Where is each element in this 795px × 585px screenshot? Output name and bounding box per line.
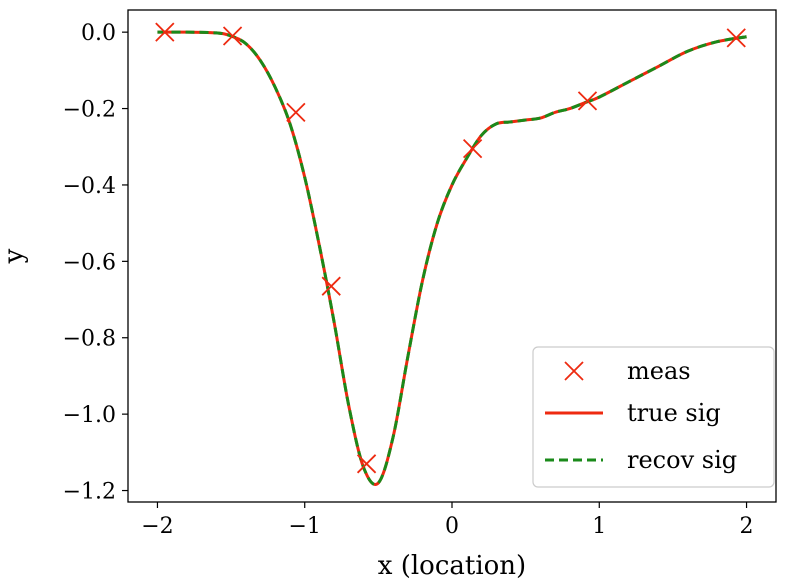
meas-point [321,276,341,296]
x-tick-label: 1 [592,514,606,539]
meas-marker-stroke [286,102,306,123]
y-tick-label: −0.4 [63,174,116,199]
meas-marker-stroke [726,28,746,48]
meas-point [286,102,306,123]
x-tick-label: −1 [289,514,321,539]
meas-point [222,26,243,46]
y-tick-label: 0.0 [81,21,116,46]
x-axis-label: x (location) [378,551,526,581]
y-tick-label: −1.0 [63,403,116,428]
legend-label: recov sig [627,446,737,474]
meas-point [462,139,483,159]
x-tick-label: 0 [445,514,459,539]
y-tick-label: −0.6 [63,250,116,275]
meas-marker-stroke [577,91,598,111]
meas-point [155,22,175,42]
series-line-recov-sig [157,30,747,486]
legend-meas-marker [564,361,584,381]
y-tick-label: −1.2 [63,480,116,505]
y-tick-label: −0.8 [63,327,116,352]
legend-box [532,346,775,488]
y-axis-label: y [0,248,29,264]
legend-label: true sig [627,399,721,427]
meas-point [726,28,746,48]
meas-marker-stroke [222,26,243,46]
legend: meas true sig recov sig [532,346,775,488]
y-tick-label: −0.2 [63,98,116,123]
meas-point [356,454,377,474]
meas-marker-stroke [155,22,175,42]
x-tick-label: 2 [740,514,754,539]
meas-marker-stroke [321,276,341,296]
meas-marker-stroke [356,454,377,474]
meas-marker-stroke [462,139,483,159]
y-axis-ticks: 0.0 −0.2 −0.4 −0.6 −0.8 −1.0 −1.2 [63,21,128,505]
plot-area [155,22,747,486]
meas-point [577,91,598,111]
legend-label: meas [627,357,691,385]
x-axis-ticks: −2 −1 0 1 2 [141,502,754,539]
x-tick-label: −2 [141,514,173,539]
